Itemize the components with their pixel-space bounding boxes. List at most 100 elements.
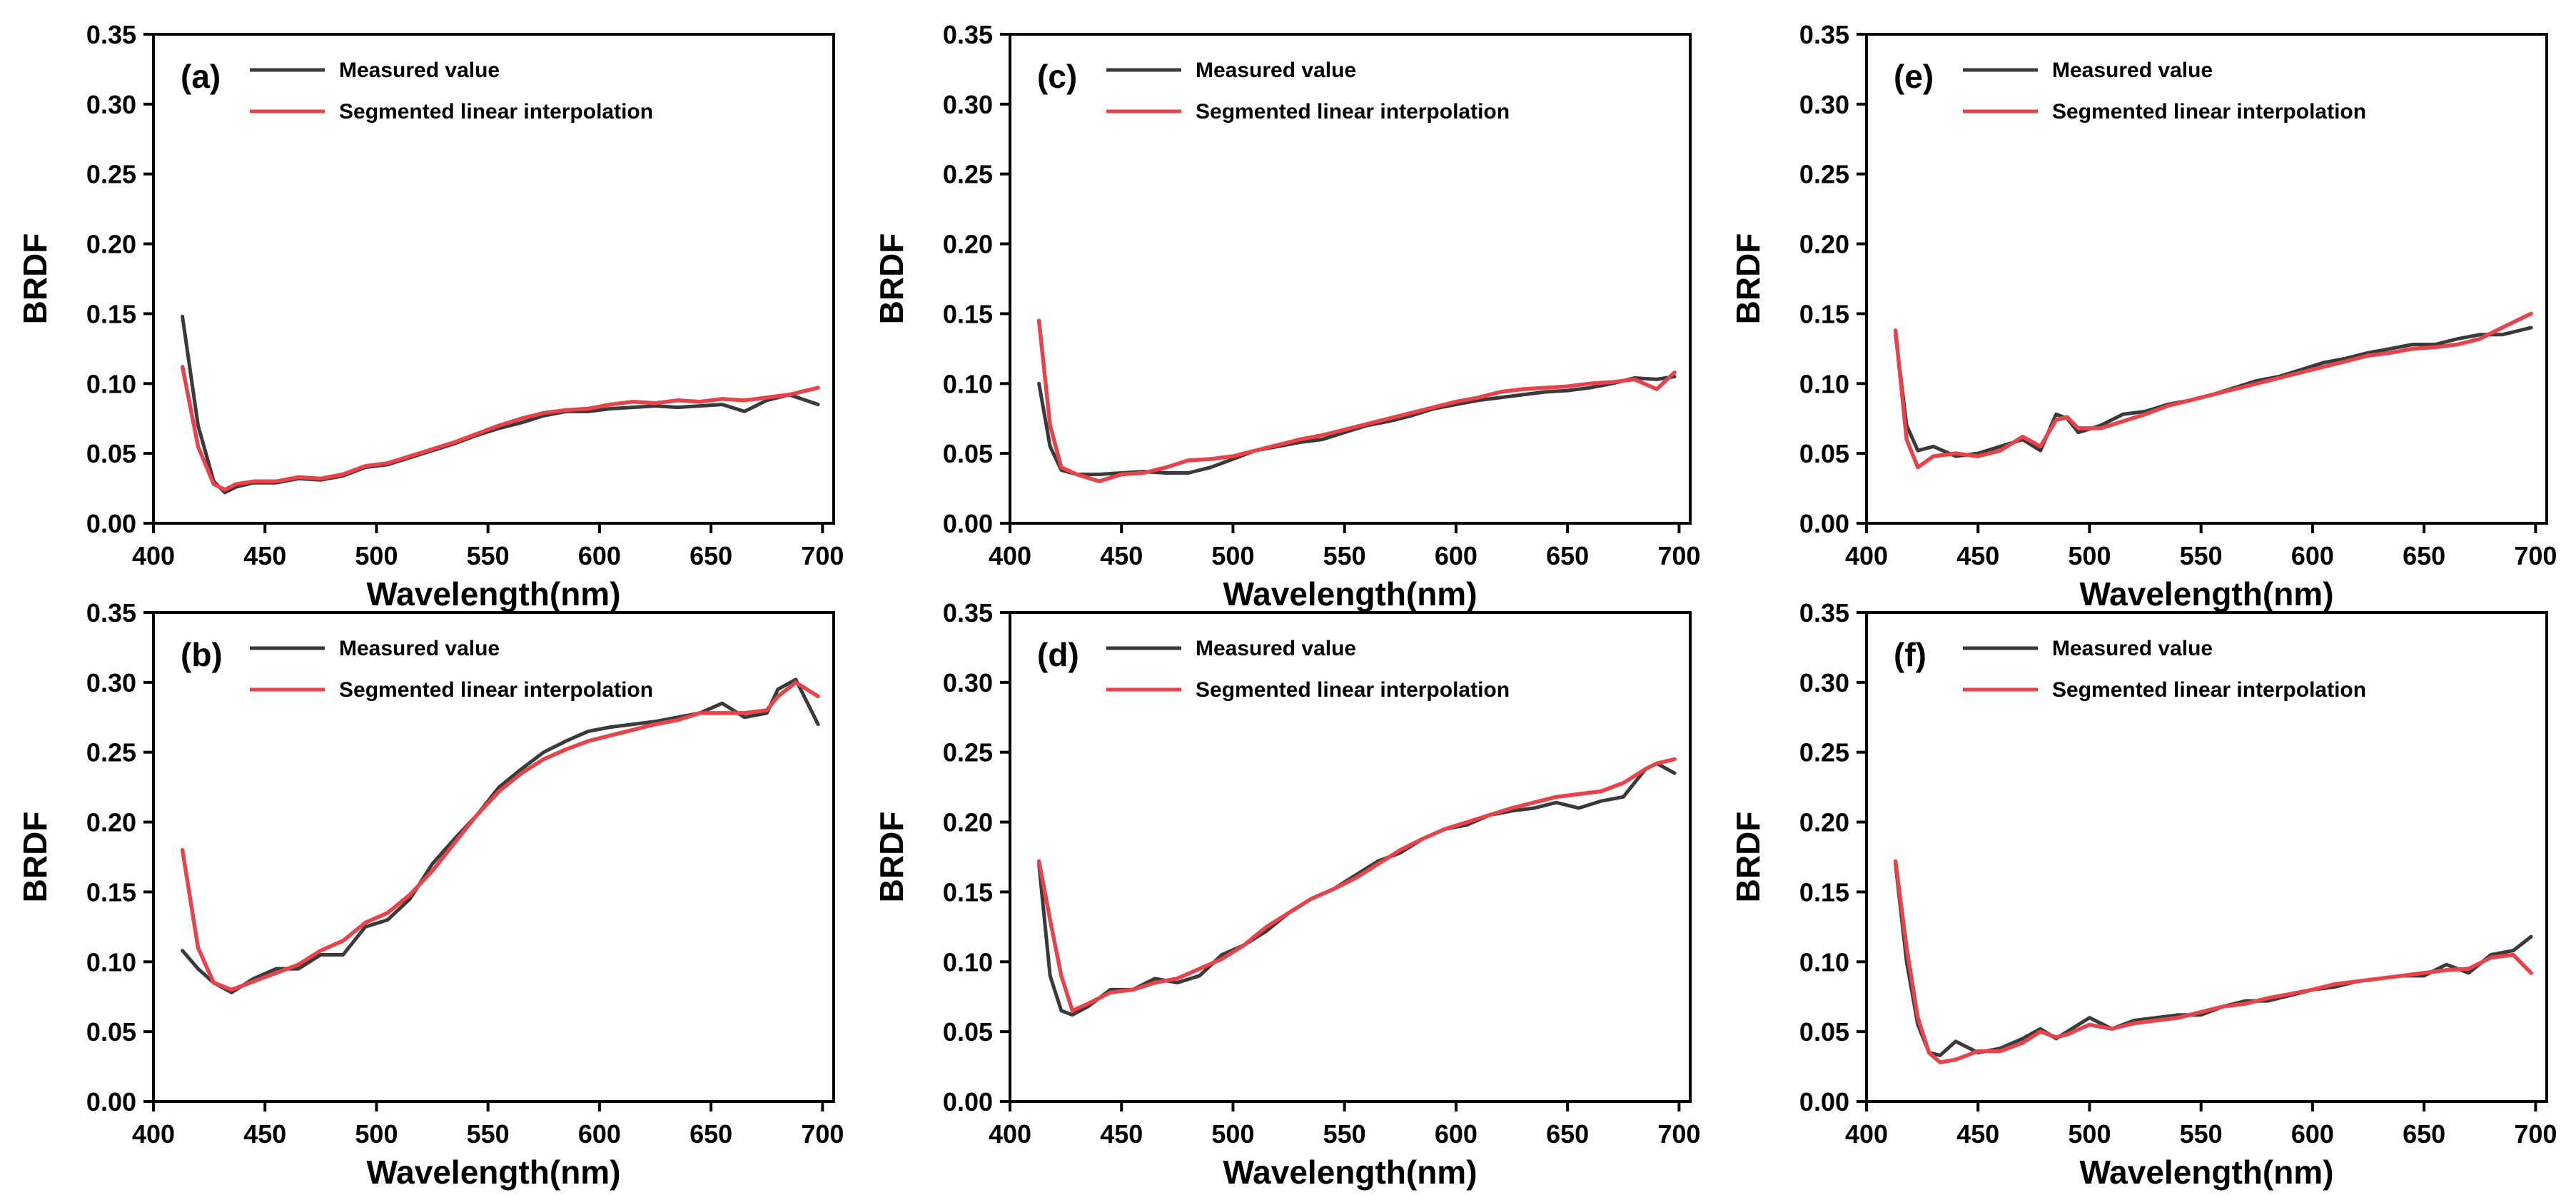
- x-tick-label: 550: [467, 1119, 510, 1149]
- x-tick-label: 500: [1211, 1119, 1254, 1149]
- x-tick-label: 650: [2403, 1119, 2445, 1149]
- series-line: [1893, 859, 2533, 1064]
- plot-frame: [152, 33, 835, 525]
- x-axis-label: Wavelength(nm): [2079, 1154, 2333, 1191]
- y-tick-label: 0.15: [1799, 877, 1849, 907]
- plot-frame: [152, 611, 835, 1103]
- y-axis-label: BRDF: [1729, 233, 1767, 325]
- y-tick-label: 0.15: [86, 299, 136, 328]
- x-tick-label: 400: [1845, 541, 1888, 570]
- y-tick-label: 0.10: [1799, 369, 1849, 398]
- legend-entry: Segmented linear interpolation: [339, 100, 653, 123]
- chart-panel: 400 450 500 550 600 650 700 0.00 0.05 0.10 0.15 0.2…: [1729, 598, 2557, 1191]
- y-tick-label: 0.20: [943, 808, 993, 837]
- plot-frame: [1009, 611, 1692, 1103]
- y-tick-label: 0.10: [86, 947, 136, 977]
- legend-entry: Measured value: [1196, 59, 1356, 82]
- y-tick-label: 0.30: [1799, 90, 1849, 119]
- y-tick-label: 0.20: [86, 808, 136, 837]
- x-tick-label: 550: [467, 541, 510, 570]
- plot-frame: [1009, 33, 1692, 525]
- x-tick-label: 600: [2291, 541, 2334, 570]
- y-tick-label: 0.25: [86, 160, 136, 189]
- x-tick-label: 600: [1435, 541, 1478, 570]
- y-tick-label: 0.25: [86, 738, 136, 767]
- series-line: [1893, 311, 2533, 470]
- y-tick-label: 0.35: [86, 20, 136, 49]
- y-tick-label: 0.10: [86, 369, 136, 398]
- y-axis-label: BRDF: [16, 812, 54, 903]
- x-tick-label: 500: [355, 1119, 398, 1149]
- y-tick-label: 0.30: [86, 90, 136, 119]
- y-tick-label: 0.05: [1799, 439, 1849, 468]
- legend-entry: Measured value: [2052, 637, 2213, 660]
- x-tick-label: 500: [2068, 541, 2111, 570]
- panel-label: (a): [181, 58, 221, 95]
- y-tick-label: 0.10: [943, 369, 993, 398]
- y-axis-label: BRDF: [873, 233, 910, 325]
- y-tick-label: 0.05: [86, 1017, 136, 1047]
- x-tick-label: 650: [2403, 541, 2445, 570]
- legend-entry: Segmented linear interpolation: [1196, 678, 1510, 702]
- y-tick-label: 0.25: [1799, 738, 1849, 767]
- y-tick-label: 0.35: [1799, 20, 1849, 49]
- x-tick-label: 500: [2068, 1119, 2111, 1149]
- y-axis-label: BRDF: [873, 812, 910, 903]
- y-tick-label: 0.35: [943, 598, 993, 627]
- y-tick-label: 0.25: [1799, 160, 1849, 189]
- x-tick-label: 650: [1546, 541, 1589, 570]
- y-tick-label: 0.35: [86, 598, 136, 627]
- x-tick-label: 400: [989, 1119, 1031, 1149]
- x-tick-label: 450: [1956, 1119, 1999, 1149]
- chart-panel: 400 450 500 550 600 650 700 0.00 0.05 0.10 0.15 0.2…: [16, 20, 844, 612]
- x-tick-label: 550: [1323, 541, 1366, 570]
- legend-entry: Measured value: [339, 637, 500, 660]
- y-tick-label: 0.00: [1799, 1087, 1849, 1116]
- legend-entry: Segmented linear interpolation: [2052, 678, 2366, 702]
- x-axis-label: Wavelength(nm): [366, 575, 620, 612]
- x-tick-label: 600: [578, 1119, 621, 1149]
- y-tick-label: 0.15: [943, 299, 993, 328]
- y-tick-label: 0.00: [943, 509, 993, 538]
- x-tick-label: 450: [243, 541, 286, 570]
- x-tick-label: 550: [1323, 1119, 1366, 1149]
- x-tick-label: 600: [2291, 1119, 2334, 1149]
- legend-entry: Segmented linear interpolation: [1196, 100, 1510, 123]
- y-tick-label: 0.00: [1799, 509, 1849, 538]
- y-tick-label: 0.30: [943, 668, 993, 697]
- plot-frame: [1865, 33, 2548, 525]
- y-tick-label: 0.20: [943, 230, 993, 259]
- x-tick-label: 700: [801, 541, 844, 570]
- y-tick-label: 0.05: [86, 439, 136, 468]
- y-tick-label: 0.25: [943, 160, 993, 189]
- y-tick-label: 0.05: [943, 439, 993, 468]
- x-tick-label: 700: [2514, 541, 2557, 570]
- x-tick-label: 450: [1100, 541, 1143, 570]
- chart-panel: 400 450 500 550 600 650 700 0.00 0.05 0.10 0.15 0.2…: [1729, 20, 2557, 612]
- series-line: [1037, 761, 1677, 1017]
- x-axis-label: Wavelength(nm): [2079, 575, 2333, 612]
- x-tick-label: 450: [1100, 1119, 1143, 1149]
- series-line: [181, 314, 820, 495]
- x-tick-label: 650: [1546, 1119, 1589, 1149]
- legend-entry: Measured value: [2052, 59, 2213, 82]
- x-tick-label: 550: [2180, 541, 2223, 570]
- y-tick-label: 0.15: [1799, 299, 1849, 328]
- y-tick-label: 0.35: [943, 20, 993, 49]
- series-line: [1894, 862, 2533, 1057]
- y-tick-label: 0.00: [86, 509, 136, 538]
- x-tick-label: 400: [132, 1119, 175, 1149]
- y-tick-label: 0.20: [1799, 230, 1849, 259]
- panel-label: (e): [1894, 58, 1934, 95]
- y-tick-label: 0.20: [86, 230, 136, 259]
- y-tick-label: 0.30: [86, 668, 136, 697]
- y-tick-label: 0.15: [86, 877, 136, 907]
- chart-panel: 400 450 500 550 600 650 700 0.00 0.05 0.10 0.15 0.2…: [16, 598, 844, 1191]
- y-axis-label: BRDF: [16, 233, 54, 325]
- y-tick-label: 0.10: [1799, 947, 1849, 977]
- chart-panel: 400 450 500 550 600 650 700 0.00 0.05 0.10 0.15 0.2…: [873, 598, 1700, 1191]
- x-axis-label: Wavelength(nm): [366, 1154, 620, 1191]
- x-tick-label: 700: [2514, 1119, 2557, 1149]
- x-tick-label: 400: [1845, 1119, 1888, 1149]
- x-tick-label: 450: [243, 1119, 286, 1149]
